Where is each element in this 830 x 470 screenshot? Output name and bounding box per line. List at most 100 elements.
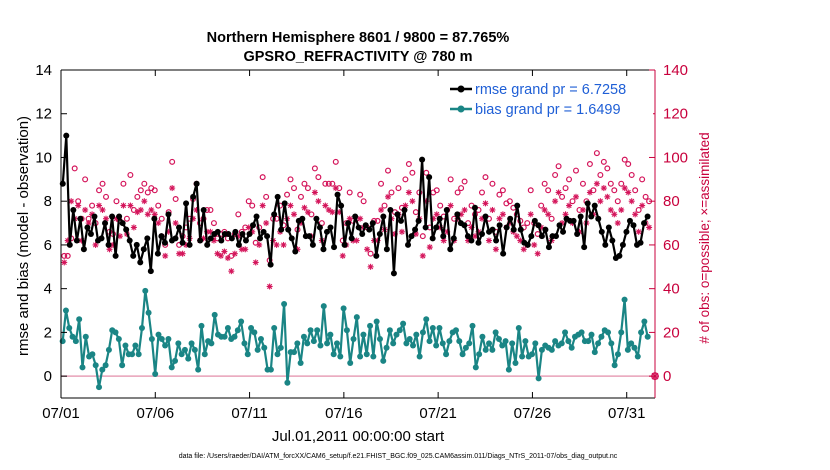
assimilated-obs-point	[579, 206, 586, 213]
bias-series-point	[499, 342, 506, 349]
assimilated-obs-point	[137, 206, 144, 213]
bias-series-point	[314, 327, 321, 334]
possible-obs-point	[284, 191, 291, 198]
bias-series-point	[638, 329, 645, 336]
bias-series-point	[505, 366, 512, 373]
rmse-series-point	[630, 222, 637, 229]
assimilated-obs-point	[405, 189, 412, 196]
possible-obs-point	[625, 161, 632, 168]
possible-obs-point	[96, 187, 103, 194]
bias-series-point	[532, 340, 539, 347]
rmse-series-point	[380, 213, 387, 220]
possible-obs-point	[252, 239, 259, 246]
bias-series-point	[96, 384, 103, 391]
bias-series-point	[548, 346, 555, 353]
rmse-series-point	[510, 226, 517, 233]
assimilated-obs-point	[61, 259, 68, 266]
x-tick-label: 07/21	[419, 405, 457, 422]
rmse-series-point	[112, 252, 119, 259]
rmse-series-point	[348, 235, 355, 242]
rmse-series-point	[503, 224, 510, 231]
assimilated-obs-point	[231, 250, 238, 257]
bias-series-point	[155, 331, 162, 338]
bias-series-point	[297, 360, 304, 367]
rmse-series-point	[362, 222, 369, 229]
possible-obs-point	[71, 165, 78, 172]
assimilated-obs-point	[646, 224, 653, 231]
rmse-series-point	[299, 215, 306, 222]
possible-obs-point	[593, 150, 600, 157]
rmse-series-point	[574, 231, 581, 237]
rmse-series-point	[66, 241, 73, 248]
assimilated-obs-point	[625, 189, 632, 196]
plot-area	[59, 70, 659, 398]
possible-obs-point	[287, 176, 294, 183]
rmse-series-point	[77, 215, 84, 222]
assimilated-obs-point	[635, 228, 642, 235]
possible-obs-point	[572, 167, 579, 174]
bias-series-point	[201, 351, 208, 358]
bias-series-point	[320, 303, 327, 310]
rmse-series-point	[218, 237, 225, 244]
y-tick-label-left: 12	[35, 106, 52, 123]
legend: rmse grand pr = 6.7258 bias grand pr = 1…	[445, 76, 653, 122]
assimilated-obs-point	[252, 259, 259, 266]
rmse-series-point	[91, 213, 98, 220]
assimilated-obs-point	[291, 211, 298, 218]
rmse-series-point	[334, 191, 341, 198]
rmse-series-point	[641, 220, 648, 227]
rmse-series-point	[422, 224, 429, 231]
rmse-series-point	[595, 215, 602, 222]
possible-obs-point	[552, 171, 559, 178]
rmse-series-point	[235, 241, 242, 248]
rmse-series-point	[98, 235, 105, 242]
rmse-series-point	[461, 222, 468, 229]
possible-obs-point	[527, 187, 534, 194]
rmse-series-point	[200, 206, 207, 213]
possible-obs-point	[228, 252, 235, 259]
possible-obs-point	[134, 193, 141, 200]
assimilated-obs-point	[541, 206, 548, 213]
rmse-series-point	[390, 270, 397, 277]
rmse-series-point	[355, 224, 362, 231]
bias-series-point	[373, 318, 380, 325]
rmse-series-point	[514, 202, 521, 209]
assimilated-obs-point	[245, 224, 252, 231]
assimilated-obs-point	[385, 193, 392, 200]
bias-series-point	[72, 338, 79, 345]
y-tick-label-left: 10	[35, 149, 52, 166]
possible-obs-point	[311, 165, 318, 172]
assimilated-obs-point	[621, 185, 628, 192]
bias-series-point	[512, 360, 519, 367]
bias-series-point	[350, 335, 357, 342]
possible-obs-point	[489, 180, 496, 187]
bias-series-point	[367, 322, 374, 329]
bias-series-point	[462, 344, 469, 351]
bias-series-point	[466, 340, 473, 347]
assimilated-obs-point	[572, 193, 579, 200]
bias-series-point	[476, 351, 483, 358]
y-tick-label-right: 40	[663, 281, 680, 298]
bias-series-point	[433, 342, 440, 349]
rmse-series-point	[193, 180, 200, 187]
assimilated-obs-point	[130, 224, 137, 231]
rmse-series-point	[376, 231, 383, 237]
bias-series-point	[324, 340, 331, 347]
bias-series-point	[469, 322, 476, 329]
rmse-series-point	[535, 222, 542, 229]
rmse-series-point	[433, 224, 440, 231]
bias-series-point	[624, 346, 631, 353]
bias-series-point	[300, 333, 307, 340]
possible-obs-point	[144, 189, 151, 196]
bias-series-point	[99, 366, 106, 373]
bias-series-point	[66, 325, 73, 332]
possible-obs-point	[562, 185, 569, 192]
rmse-series-point	[179, 239, 186, 246]
bias-series-point	[284, 379, 291, 386]
possible-obs-point	[137, 187, 144, 194]
assimilated-obs-point	[485, 237, 492, 244]
assimilated-obs-point	[492, 246, 499, 253]
rmse-series-point	[475, 239, 482, 246]
bias-series-point	[69, 333, 76, 340]
legend-rmse-marker	[457, 85, 465, 93]
